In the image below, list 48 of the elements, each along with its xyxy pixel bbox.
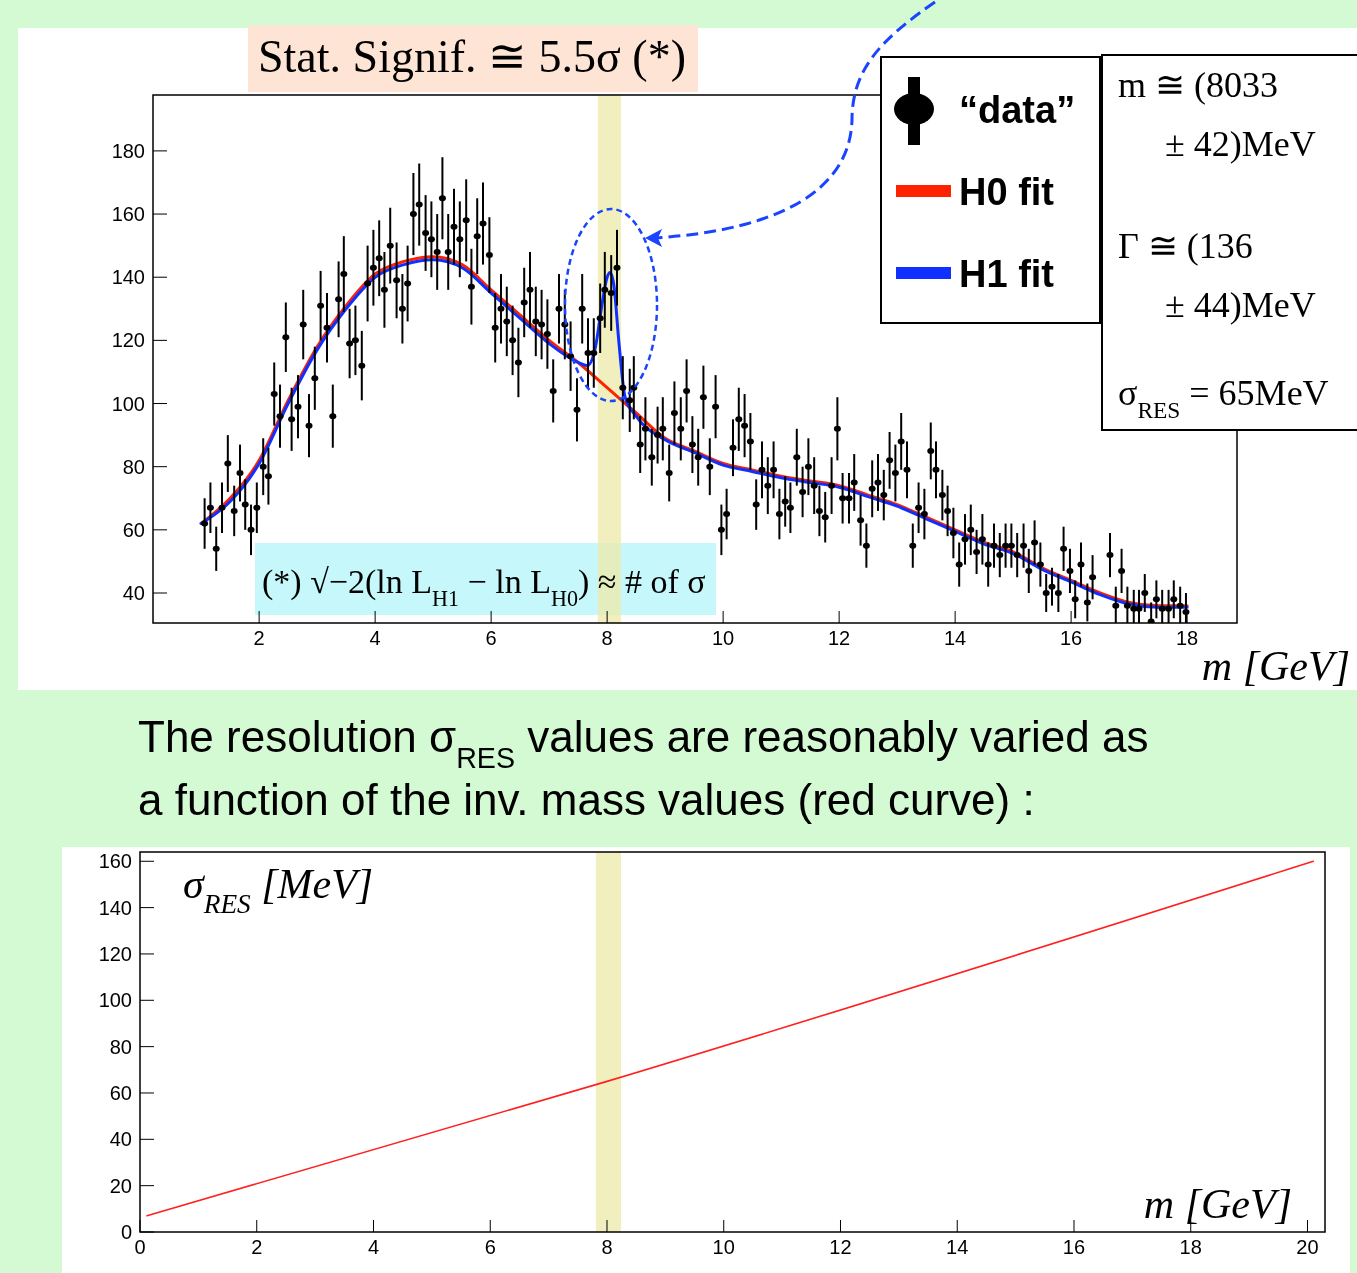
- y-tick-label: 160: [98, 850, 132, 873]
- chart-title: Stat. Signif. ≅ 5.5σ (*): [258, 31, 686, 82]
- x-tick-label: 6: [484, 1236, 496, 1258]
- y-tick-label: 100: [98, 989, 132, 1012]
- y-tick-label: 0: [120, 1221, 132, 1243]
- y-tick-label: 80: [109, 1035, 132, 1058]
- x-axis-title: m [GeV]: [1201, 643, 1350, 689]
- annotation: σ$_{RES}$ = 65MeV: [1118, 373, 1329, 423]
- x-tick-label: 10: [712, 1236, 735, 1258]
- y-tick-label: 40: [122, 582, 145, 604]
- y-tick-label: 120: [98, 942, 132, 965]
- annotation: (*) √−2(ln L$_{H1}$ − ln L$_{H0}$) ≈ # of σ: [262, 563, 706, 611]
- x-tick-label: 6: [485, 627, 497, 649]
- x-tick-label: 4: [369, 627, 381, 649]
- y-tick-label: 40: [109, 1128, 132, 1151]
- y-tick-label: 60: [109, 1081, 132, 1104]
- x-tick-label: 14: [946, 1236, 969, 1258]
- chart-title: The resolution σ$_{RES}$ values are reasonably varied as a function of the inv. mass values (red curve) :: [138, 712, 1149, 824]
- x-axis-title: m [GeV]: [1143, 1181, 1292, 1227]
- legend-label: “data”: [959, 89, 1076, 131]
- x-tick-label: 8: [601, 627, 613, 649]
- x-tick-label: 16: [1060, 627, 1083, 649]
- x-tick-label: 4: [367, 1236, 380, 1258]
- y-tick-label: 120: [111, 329, 145, 352]
- annotation: Γ ≅ (136 ± 44)MeV: [1118, 226, 1316, 325]
- x-tick-label: 2: [251, 1236, 263, 1258]
- x-tick-label: 12: [829, 1236, 852, 1258]
- legend-label: H0 fit: [959, 171, 1055, 213]
- x-tick-label: 8: [601, 1236, 613, 1258]
- x-tick-label: 18: [1176, 627, 1199, 649]
- x-tick-label: 20: [1296, 1236, 1319, 1258]
- y-tick-label: 180: [111, 139, 145, 162]
- y-tick-label: 140: [111, 266, 145, 289]
- x-tick-label: 2: [253, 627, 265, 649]
- annotation: m ≅ (8033 ± 42)MeV: [1118, 65, 1316, 164]
- y-tick-label: 100: [111, 392, 145, 415]
- y-tick-label: 20: [109, 1174, 132, 1197]
- y-axis-title: σ$_{RES}$ [MeV]: [183, 861, 374, 919]
- x-tick-label: 12: [828, 627, 851, 649]
- legend-label: H1 fit: [959, 253, 1055, 295]
- x-tick-label: 18: [1179, 1236, 1202, 1258]
- x-tick-label: 14: [944, 627, 967, 649]
- x-tick-label: 10: [712, 627, 735, 649]
- y-tick-label: 140: [98, 896, 132, 919]
- x-tick-label: 16: [1062, 1236, 1086, 1258]
- y-tick-label: 80: [122, 455, 145, 478]
- y-tick-label: 160: [111, 203, 145, 226]
- y-tick-label: 60: [122, 518, 145, 541]
